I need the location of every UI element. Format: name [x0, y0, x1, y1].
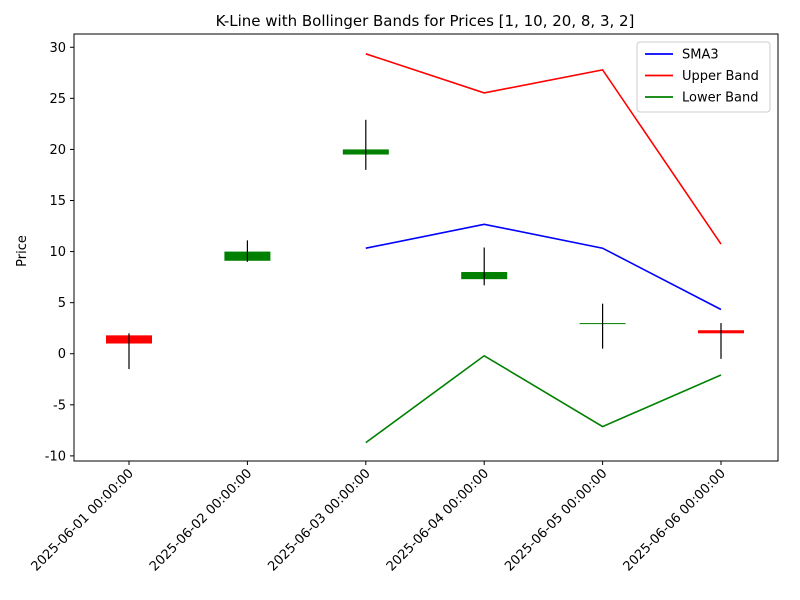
y-tick-label: 10: [49, 245, 66, 260]
legend-label: Lower Band: [682, 91, 758, 106]
y-tick-label: 25: [49, 92, 66, 107]
y-axis-label: Price: [15, 235, 30, 267]
y-tick-label: 5: [58, 296, 66, 311]
legend-label: Upper Band: [682, 69, 759, 84]
series-line-lower-band: [365, 354, 722, 444]
y-tick-label: -10: [45, 449, 66, 464]
y-tick-label: 30: [49, 41, 66, 56]
y-tick-label: -5: [53, 398, 66, 413]
chart-title: K-Line with Bollinger Bands for Prices […: [216, 12, 635, 30]
y-tick-label: 15: [49, 194, 66, 209]
y-tick-label: 0: [58, 347, 66, 362]
y-tick-label: 20: [49, 143, 66, 158]
series-line-upper-band: [365, 53, 722, 245]
plot-frame: [73, 33, 779, 462]
series-line-sma3: [365, 223, 722, 311]
legend-label: SMA3: [682, 48, 719, 63]
legend-box: [636, 41, 771, 113]
legend: SMA3 Upper Band Lower Band: [636, 41, 771, 113]
